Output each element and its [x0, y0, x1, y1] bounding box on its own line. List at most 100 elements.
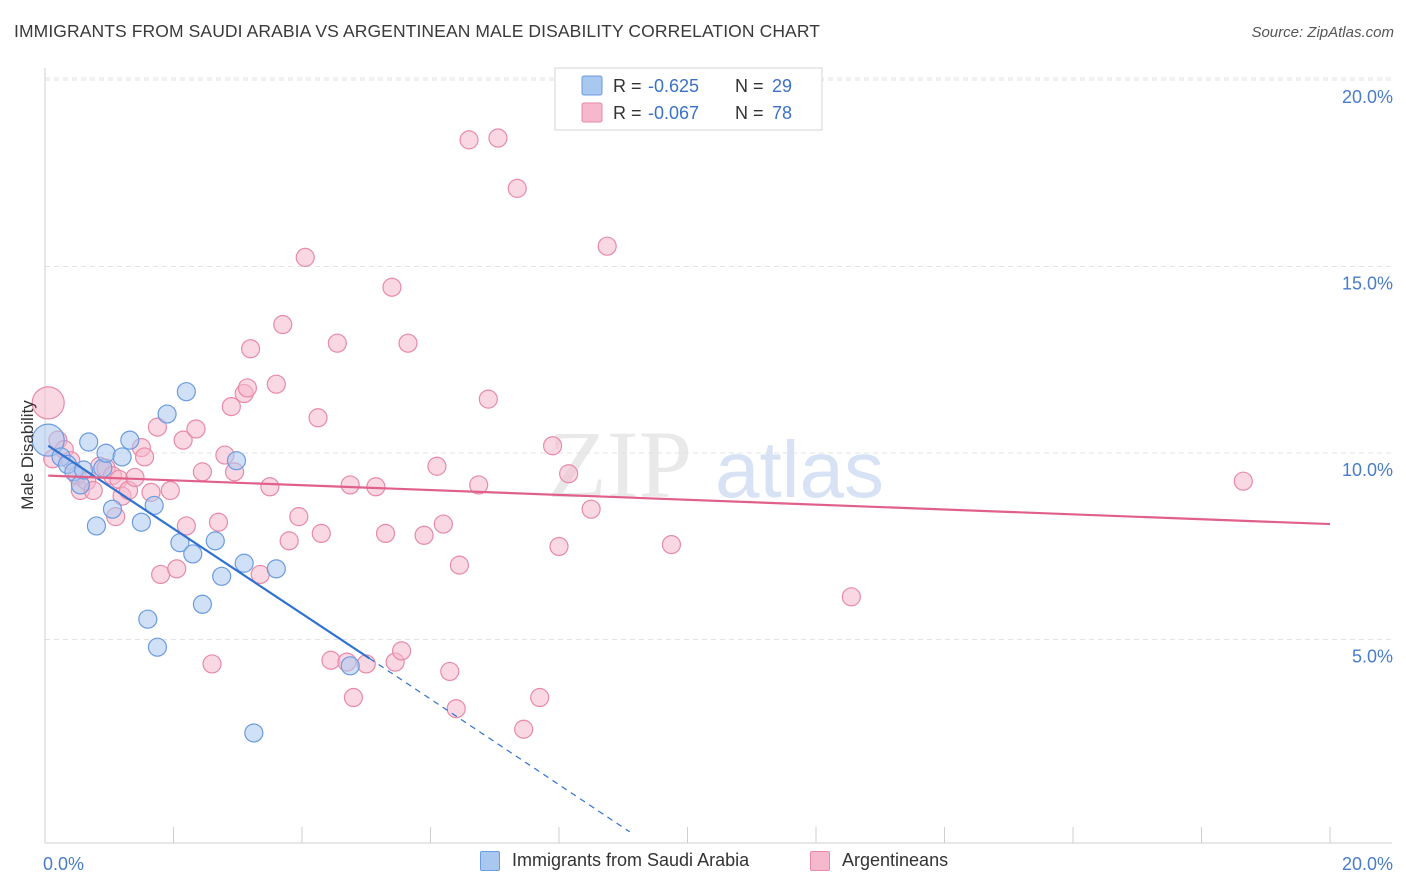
argentineans-point [414, 525, 434, 545]
saudi-arabia-point [86, 516, 107, 536]
argentineans-point [173, 430, 193, 450]
saudi-arabia-point [112, 447, 132, 467]
argentineans-trend-line [48, 474, 1331, 526]
watermark-atlas: atlas [715, 425, 884, 514]
argentineans-point [549, 536, 569, 557]
argentineans-point [530, 687, 550, 708]
watermark-zip: ZIP [548, 411, 692, 518]
argentineans-point [147, 417, 168, 437]
legend-swatch-argentineans [810, 850, 830, 871]
argentineans-point [440, 661, 460, 682]
legend-swatch-pink [581, 102, 603, 123]
argentineans-point [160, 480, 180, 501]
y-tick-label: 5.0% [1352, 647, 1393, 667]
argentineans-point [151, 564, 171, 585]
saudi-arabia-point [79, 432, 99, 452]
argentineans-point [327, 333, 347, 353]
argentineans-point [208, 512, 229, 532]
saudi-arabia-point [120, 430, 140, 450]
saudi-arabia-point [31, 423, 65, 457]
argentineans-point [391, 641, 412, 661]
x-tick-label: 0.0% [43, 854, 84, 874]
argentineans-point [343, 687, 363, 708]
legend-r-label-pink: R = [613, 103, 642, 123]
argentineans-point [459, 130, 479, 150]
trend-lines [47, 444, 1331, 833]
saudi-arabia-point [96, 443, 116, 463]
saudi-arabia-point [131, 512, 151, 532]
saudi-arabia-point [102, 499, 123, 519]
saudi-arabia-point [192, 594, 213, 614]
y-tick-label: 15.0% [1342, 274, 1393, 294]
saudi-arabia-point [340, 656, 360, 676]
saudi-arabia-trend-extension [369, 657, 631, 833]
saudi-arabia-point [205, 531, 225, 551]
argentineans-point [192, 462, 213, 482]
y-tick-label: 20.0% [1342, 87, 1393, 107]
saudi-arabia-point [138, 609, 158, 629]
legend-n-value-pink: 78 [772, 103, 792, 123]
argentineans-point [581, 499, 601, 519]
y-tick-label: 10.0% [1342, 460, 1393, 480]
legend-swatch-saudi-arabia [480, 850, 500, 871]
saudi-arabia-point [234, 553, 254, 573]
source-label: Source: ZipAtlas.com [1251, 24, 1394, 41]
argentineans-point [237, 378, 257, 398]
argentineans-point [202, 654, 222, 674]
argentineans-point [340, 475, 360, 495]
argentineans-point [1233, 471, 1253, 491]
argentineans-point [382, 277, 402, 297]
saudi-arabia-point [147, 637, 168, 657]
argentineans-point [176, 516, 196, 536]
argentineans-point [356, 654, 376, 674]
argentineans-point [841, 587, 861, 607]
legend-label-argentineans: Argentineans [842, 850, 949, 870]
legend-series: Immigrants from Saudi Arabia Argentinean… [0, 850, 1406, 878]
argentineans-point [661, 534, 682, 555]
argentineans-point [279, 531, 299, 551]
legend-r-value-blue: -0.625 [648, 76, 699, 96]
argentineans-point [308, 408, 328, 428]
argentineans-point [542, 436, 563, 456]
argentineans-point [266, 374, 286, 394]
argentineans-point [289, 507, 309, 527]
y-axis-label: Male Disability [18, 400, 37, 510]
argentineans-point [427, 456, 447, 476]
saudi-arabia-point [266, 559, 286, 579]
argentineans-point [469, 475, 489, 495]
argentineans-point [241, 339, 261, 359]
argentineans-point [31, 386, 65, 420]
saudi-arabia-points [31, 382, 360, 743]
argentineans-point [507, 178, 527, 198]
legend-stats: R = -0.625 N = 29 R = -0.067 N = 78 [554, 67, 823, 131]
argentineans-point [260, 477, 280, 497]
argentineans-point [375, 523, 396, 544]
legend-swatch-blue [581, 75, 603, 96]
argentineans-point [559, 464, 579, 484]
saudi-arabia-point [157, 404, 177, 424]
legend-item-saudi-arabia[interactable]: Immigrants from Saudi Arabia [480, 850, 749, 871]
saudi-arabia-point [183, 544, 203, 564]
argentineans-point [311, 523, 331, 544]
x-tick-label: 20.0% [1342, 854, 1393, 874]
legend-r-value-pink: -0.067 [648, 103, 699, 123]
argentineans-point [449, 555, 470, 575]
argentineans-point [514, 719, 534, 739]
legend-n-label-blue: N = [735, 76, 764, 96]
argentineans-point [488, 128, 508, 148]
argentineans-point [295, 247, 315, 267]
argentineans-point [273, 314, 293, 335]
saudi-arabia-point [244, 723, 264, 743]
argentineans-point [433, 514, 453, 534]
argentineans-point [321, 650, 341, 670]
chart-title: IMMIGRANTS FROM SAUDI ARABIA VS ARGENTIN… [14, 21, 821, 41]
argentineans-point [221, 396, 241, 417]
legend-item-argentineans[interactable]: Argentineans [810, 850, 948, 871]
argentineans-point [167, 559, 187, 579]
legend-n-label-pink: N = [735, 103, 764, 123]
legend-label-saudi-arabia: Immigrants from Saudi Arabia [512, 850, 750, 870]
argentineans-point [446, 699, 466, 719]
argentineans-point [134, 447, 155, 467]
saudi-arabia-point [226, 451, 247, 471]
